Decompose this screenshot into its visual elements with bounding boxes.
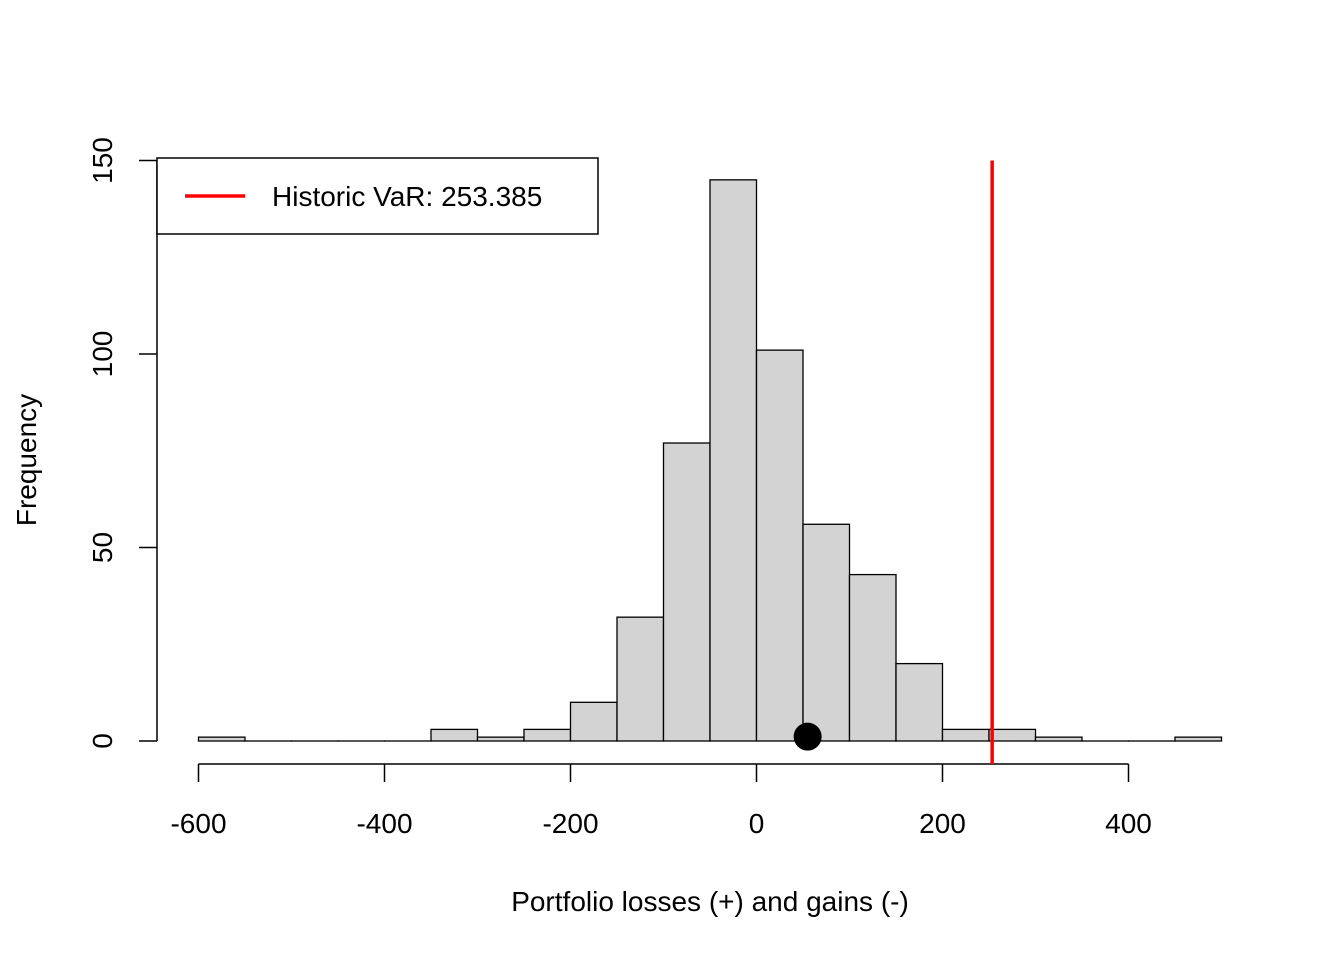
x-tick-label: -200 <box>542 808 598 839</box>
histogram-bar <box>755 349 804 742</box>
y-tick-label: 100 <box>87 331 118 378</box>
histogram-bar <box>709 179 758 742</box>
legend-label: Historic VaR: 253.385 <box>272 181 542 212</box>
x-axis: -600 -400 -200 0 200 400 <box>170 763 1152 839</box>
x-axis-label: Portfolio losses (+) and gains (-) <box>511 886 909 917</box>
histogram-bar <box>1034 736 1083 742</box>
histogram-bar <box>802 523 851 742</box>
y-tick-label: 0 <box>87 733 118 749</box>
histogram-bar <box>941 728 990 742</box>
histogram-bar <box>848 573 897 742</box>
histogram-bar <box>1174 736 1223 742</box>
histogram-bar <box>616 616 665 742</box>
histogram-bar <box>476 736 525 742</box>
histogram-bar <box>895 662 944 742</box>
histogram-bars <box>197 179 1223 742</box>
histogram-bar <box>197 736 246 742</box>
histogram-bar <box>988 728 1037 742</box>
x-tick-label: 400 <box>1105 808 1152 839</box>
x-tick-label: -600 <box>170 808 226 839</box>
legend: Historic VaR: 253.385 <box>156 157 599 235</box>
y-axis-label: Frequency <box>11 394 42 526</box>
histogram-bar <box>662 442 711 742</box>
histogram-bar <box>569 701 618 742</box>
histogram-bar <box>523 728 572 742</box>
x-tick-label: 200 <box>919 808 966 839</box>
x-tick-label: 0 <box>749 808 765 839</box>
histogram-bar <box>430 728 479 742</box>
x-tick-label: -400 <box>356 808 412 839</box>
y-tick-label: 150 <box>87 137 118 184</box>
data-point-marker <box>793 722 822 751</box>
y-axis: 0 50 100 150 <box>87 137 158 749</box>
y-tick-label: 50 <box>87 532 118 563</box>
